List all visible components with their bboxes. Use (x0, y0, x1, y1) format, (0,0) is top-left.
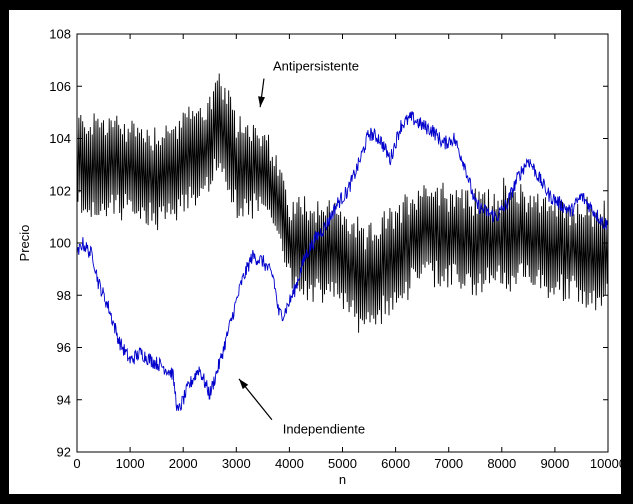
x-tick-label: 0 (73, 456, 80, 471)
x-axis-label: n (339, 472, 346, 487)
y-axis-label: Precio (17, 225, 32, 262)
x-tick-label: 7000 (434, 456, 463, 471)
x-tick-label: 10000 (590, 456, 621, 471)
annotation-arrowhead (258, 96, 265, 108)
ticks-layer: 0 1000 2000 3000 4000 5000 6000 7000 8000 9000 100… (49, 27, 621, 472)
series-layer (77, 73, 608, 412)
y-tick-label: 104 (49, 131, 71, 146)
y-tick-label: 106 (49, 79, 71, 94)
x-tick-label: 3000 (222, 456, 251, 471)
annotation-label: Independiente (283, 422, 365, 437)
series-line-antipersistente (77, 73, 608, 333)
y-tick-label: 98 (57, 288, 71, 303)
series-line-independiente (77, 111, 608, 412)
x-tick-label: 2000 (169, 456, 198, 471)
y-tick-label: 92 (57, 445, 71, 460)
y-tick-label: 94 (57, 392, 71, 407)
x-tick-label: 6000 (381, 456, 410, 471)
x-tick-label: 5000 (328, 456, 357, 471)
x-tick-label: 4000 (275, 456, 304, 471)
y-tick-label: 100 (49, 236, 71, 251)
line-chart: 0 1000 2000 3000 4000 5000 6000 7000 8000 9000 100… (17, 27, 621, 488)
x-tick-label: 1000 (116, 456, 145, 471)
x-tick-label: 8000 (487, 456, 516, 471)
x-tick-label: 9000 (540, 456, 569, 471)
annotations-layer: Antipersistente Independiente (238, 59, 365, 437)
y-tick-label: 102 (49, 183, 71, 198)
y-tick-label: 96 (57, 340, 71, 355)
annotation-arrowhead (238, 378, 249, 390)
y-tick-label: 108 (49, 27, 71, 42)
chart-panel: 0 1000 2000 3000 4000 5000 6000 7000 8000 9000 100… (9, 10, 621, 494)
annotation-label: Antipersistente (273, 59, 359, 74)
